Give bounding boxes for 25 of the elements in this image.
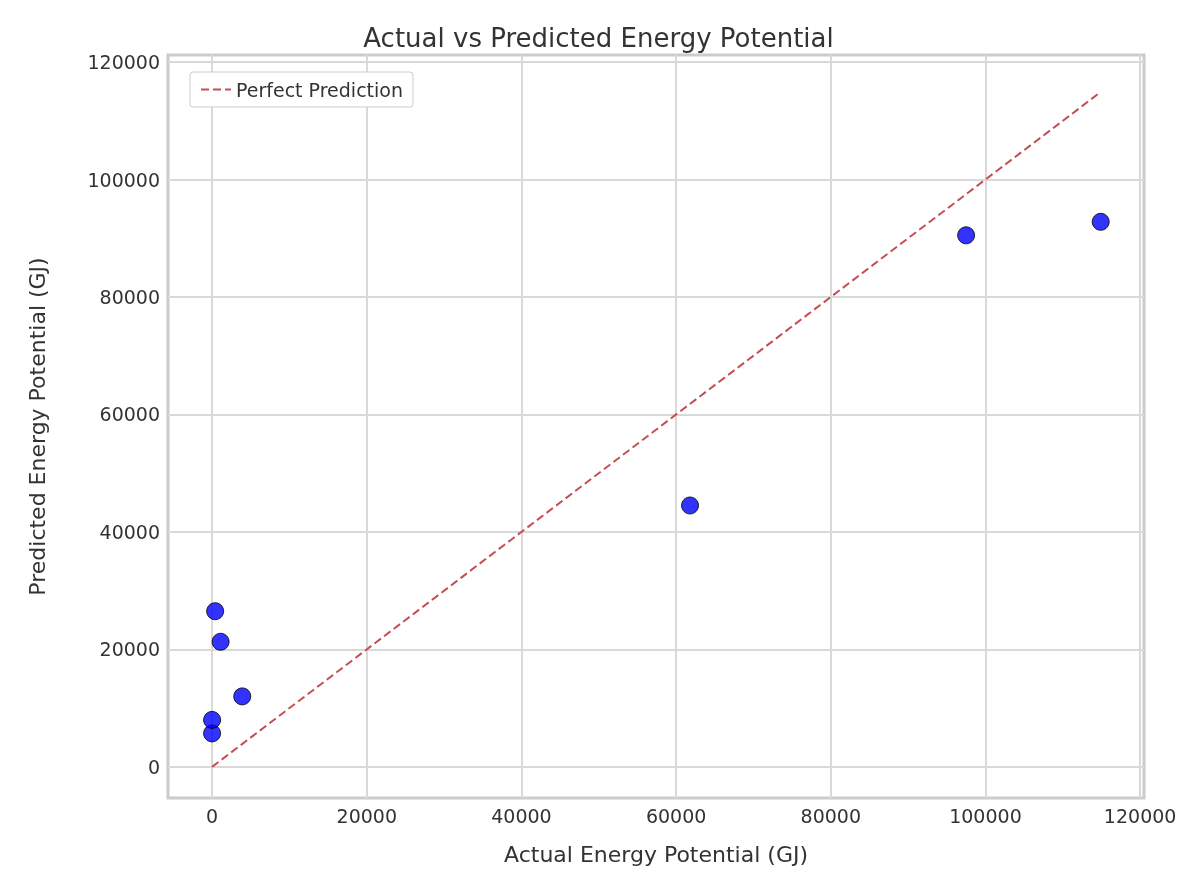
- point: [203, 710, 222, 729]
- point: [681, 496, 700, 515]
- chart-title: Actual vs Predicted Energy Potential: [363, 23, 834, 53]
- x-tick-label: 80000: [800, 804, 862, 827]
- x-tick-label: 100000: [949, 804, 1022, 827]
- x-axis-title: Actual Energy Potential (GJ): [503, 841, 809, 867]
- x-tick-label: 20000: [336, 804, 397, 827]
- y-tick-label: 0: [147, 755, 160, 778]
- x-tick-label: 120000: [1103, 804, 1177, 827]
- point: [1091, 212, 1110, 231]
- y-tick-label: 100000: [87, 168, 160, 191]
- point: [206, 602, 225, 621]
- point: [957, 226, 976, 245]
- x-tick-label: 40000: [491, 804, 552, 827]
- y-tick-label: 20000: [99, 638, 160, 661]
- x-tick-label: 0: [206, 804, 219, 827]
- y-tick-label: 80000: [99, 285, 160, 308]
- y-axis-title: Predicted Energy Potential (GJ): [24, 257, 50, 596]
- y-tick-label: 120000: [87, 51, 160, 74]
- point: [233, 687, 252, 706]
- legend-label: Perfect Prediction: [236, 78, 403, 101]
- y-tick-label: 40000: [99, 520, 160, 543]
- y-tick-label: 60000: [99, 403, 160, 426]
- point: [211, 632, 230, 651]
- x-tick-label: 60000: [645, 804, 707, 827]
